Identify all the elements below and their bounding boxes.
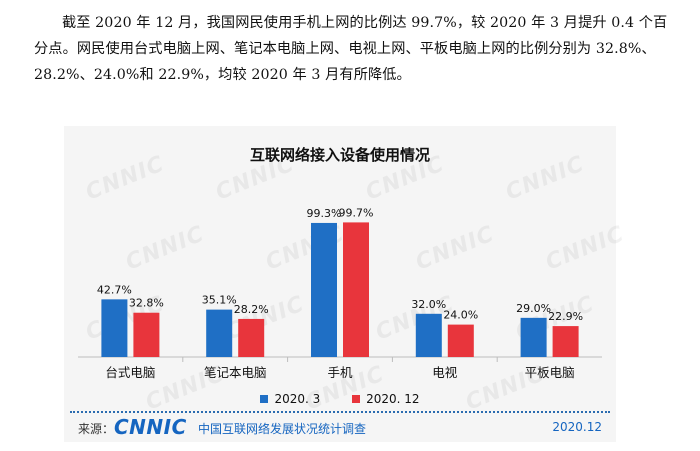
- footer-divider: [70, 411, 610, 413]
- bar-dec-2020: [553, 326, 579, 357]
- bar-value-label: 42.7%: [97, 283, 132, 296]
- intro-paragraph: 截至 2020 年 12 月，我国网民使用手机上网的比例达 99.7%，较 20…: [34, 10, 674, 88]
- bar-value-label: 99.3%: [307, 207, 342, 220]
- legend-swatch-blue: [260, 395, 268, 403]
- bar-dec-2020: [133, 313, 159, 357]
- bar-mar-2020: [206, 310, 232, 357]
- source-organization: 中国互联网络发展状况统计调查: [198, 420, 366, 437]
- bar-value-label: 35.1%: [202, 294, 237, 307]
- x-category-label: 台式电脑: [105, 365, 155, 380]
- bar-mar-2020: [101, 299, 127, 357]
- bar-value-label: 28.2%: [234, 303, 269, 316]
- bar-dec-2020: [238, 319, 264, 357]
- bar-value-label: 22.9%: [548, 310, 583, 323]
- bar-dec-2020: [448, 325, 474, 357]
- x-category-label: 笔记本电脑: [204, 365, 267, 380]
- bar-chart: 42.7%32.8% 台式电脑 35.1%28.2% 笔记本电脑 99.3%99.7% 手…: [64, 126, 616, 392]
- bar-mar-2020: [521, 318, 547, 357]
- x-category-label: 平板电脑: [525, 365, 575, 380]
- bar-mar-2020: [416, 314, 442, 357]
- legend-item-2020-3: 2020. 3: [260, 392, 320, 406]
- source-date: 2020.12: [552, 420, 602, 434]
- bar-mar-2020: [311, 223, 337, 357]
- bar-value-label: 24.0%: [443, 309, 478, 322]
- source-label: 来源：: [78, 420, 114, 437]
- chart-figure: CNNIC CNNIC CNNIC CNNIC CNNIC CNNIC CNNIC CNNIC…: [64, 126, 616, 442]
- bar-value-label: 29.0%: [516, 302, 551, 315]
- bar-value-label: 32.0%: [411, 298, 446, 311]
- bar-dec-2020: [343, 222, 369, 357]
- x-category-label: 电视: [432, 365, 458, 380]
- legend-swatch-red: [352, 395, 360, 403]
- legend-item-2020-12: 2020. 12: [352, 392, 419, 406]
- x-category-label: 手机: [327, 365, 353, 380]
- bar-value-label: 99.7%: [339, 206, 374, 219]
- legend-label: 2020. 3: [274, 392, 320, 406]
- chart-legend: 2020. 3 2020. 12: [64, 392, 616, 406]
- bar-value-label: 32.8%: [129, 297, 164, 310]
- legend-label: 2020. 12: [366, 392, 419, 406]
- cnnic-logo: CNNIC: [114, 415, 187, 439]
